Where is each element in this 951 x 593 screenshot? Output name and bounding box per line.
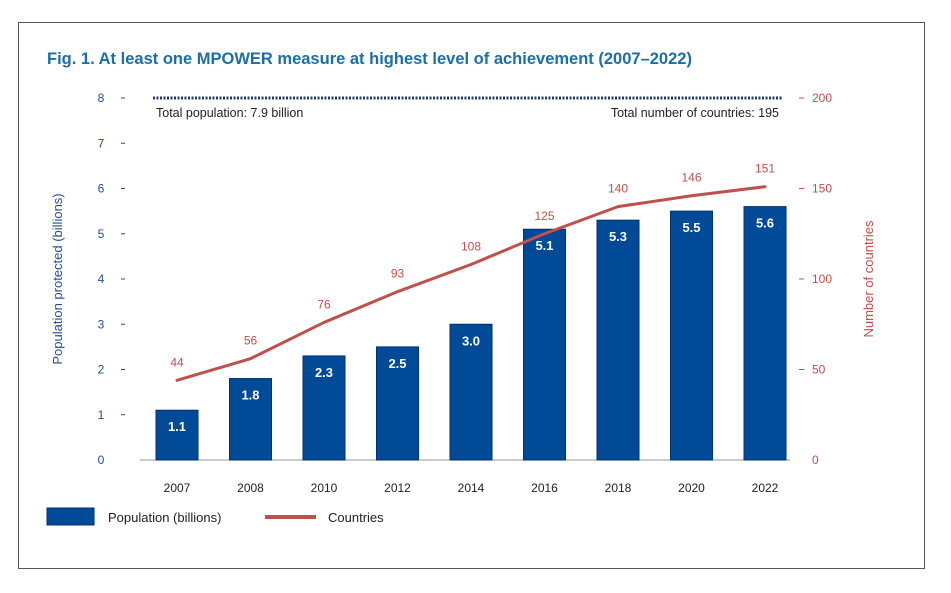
bar-2022 (743, 206, 787, 461)
line-value-label: 140 (608, 182, 628, 196)
left-tick-label: 1 (98, 408, 105, 422)
bar-value-label: 2.3 (315, 365, 333, 380)
legend-bar-label: Population (billions) (108, 510, 221, 525)
countries-point (396, 290, 399, 294)
bar-value-label: 1.1 (168, 419, 186, 434)
x-tick-label: 2020 (678, 481, 705, 495)
countries-point (763, 185, 767, 189)
x-tick-label: 2012 (384, 481, 411, 495)
right-tick-label: 150 (812, 182, 832, 196)
line-value-label: 125 (534, 209, 554, 223)
line-value-label: 44 (170, 355, 184, 369)
left-tick-label: 7 (98, 136, 105, 150)
bar-value-label: 5.5 (682, 220, 700, 235)
countries-point (175, 378, 179, 382)
total-countries-note: Total number of countries: 195 (611, 106, 779, 120)
left-tick-label: 5 (98, 227, 105, 241)
bar-2016 (523, 228, 566, 461)
bar-2008 (229, 378, 272, 461)
line-value-label: 108 (461, 240, 481, 254)
x-tick-label: 2022 (752, 481, 779, 495)
x-tick-label: 2007 (164, 481, 191, 495)
left-axis-title: Population protected (billions) (50, 193, 65, 364)
countries-point (469, 263, 473, 267)
total-population-note: Total population: 7.9 billion (156, 106, 303, 120)
left-tick-label: 3 (98, 317, 105, 331)
legend-line-label: Countries (328, 510, 384, 525)
x-tick-label: 2008 (237, 481, 264, 495)
bar-value-label: 5.3 (609, 229, 627, 244)
line-value-label: 56 (244, 334, 258, 348)
right-tick-label: 50 (812, 363, 826, 377)
bar-value-label: 1.8 (241, 388, 259, 403)
countries-point (690, 194, 693, 198)
bar-value-label: 3.0 (462, 333, 480, 348)
countries-point (543, 232, 546, 236)
line-value-label: 151 (755, 162, 775, 176)
line-value-label: 93 (391, 267, 405, 281)
bar-value-label: 5.1 (535, 238, 553, 253)
right-tick-label: 100 (812, 272, 832, 286)
countries-point (322, 320, 326, 324)
countries-point (249, 357, 252, 361)
right-tick-label: 0 (812, 453, 819, 467)
x-tick-label: 2010 (311, 481, 338, 495)
legend-bar-swatch (46, 507, 95, 526)
line-value-label: 76 (317, 297, 331, 311)
left-tick-label: 8 (98, 91, 105, 105)
x-tick-label: 2018 (605, 481, 632, 495)
line-value-label: 146 (681, 171, 701, 185)
bar-value-label: 5.6 (756, 216, 774, 231)
countries-point (616, 205, 620, 209)
bar-2018 (596, 219, 640, 461)
bar-value-label: 2.5 (388, 356, 406, 371)
left-tick-label: 0 (98, 453, 105, 467)
bar-2012 (376, 346, 419, 461)
x-tick-label: 2016 (531, 481, 558, 495)
bar-2014 (449, 323, 493, 461)
left-tick-label: 4 (98, 272, 105, 286)
bar-2007 (155, 409, 199, 461)
chart-title: Fig. 1. At least one MPOWER measure at h… (47, 50, 692, 68)
right-tick-label: 200 (812, 91, 832, 105)
left-tick-label: 2 (98, 363, 105, 377)
bar-2020 (670, 210, 713, 461)
bar-2010 (302, 355, 346, 461)
x-tick-label: 2014 (458, 481, 485, 495)
right-axis-title: Number of countries (861, 220, 876, 338)
left-tick-label: 6 (98, 182, 105, 196)
